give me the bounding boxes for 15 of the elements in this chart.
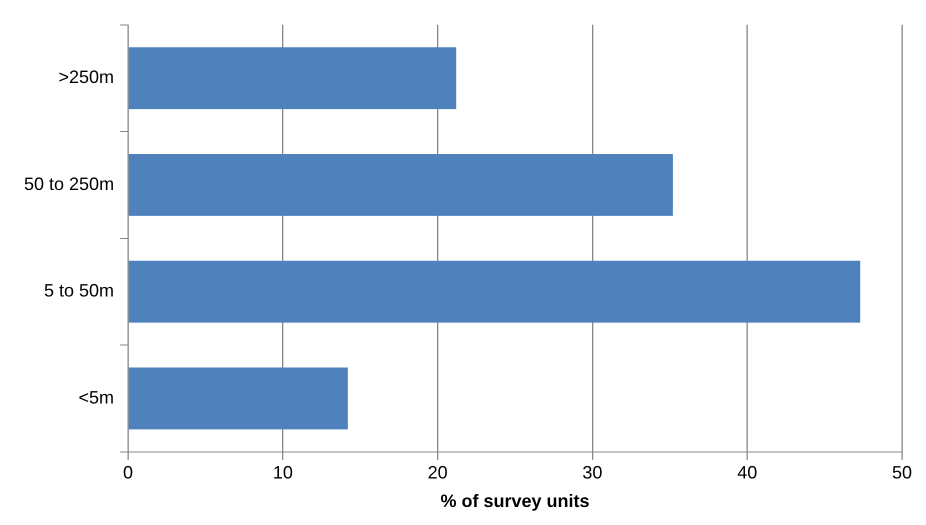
- x-tick-label: 40: [737, 462, 758, 483]
- bar: [128, 367, 348, 430]
- bar: [128, 260, 860, 323]
- x-tick-label: 20: [428, 462, 448, 483]
- x-tick-label: 0: [123, 462, 134, 483]
- y-tick-label: 5 to 50m: [44, 280, 114, 301]
- y-tick-label: >250m: [58, 67, 114, 88]
- y-tick-label: 50 to 250m: [24, 174, 114, 194]
- bar: [128, 47, 456, 110]
- bar: [128, 154, 673, 216]
- y-tick-label: <5m: [78, 387, 114, 408]
- x-tick-label: 30: [582, 462, 602, 483]
- x-axis-title: % of survey units: [440, 491, 590, 512]
- x-tick-label: 50: [892, 462, 912, 483]
- x-tick-label: 10: [272, 462, 293, 483]
